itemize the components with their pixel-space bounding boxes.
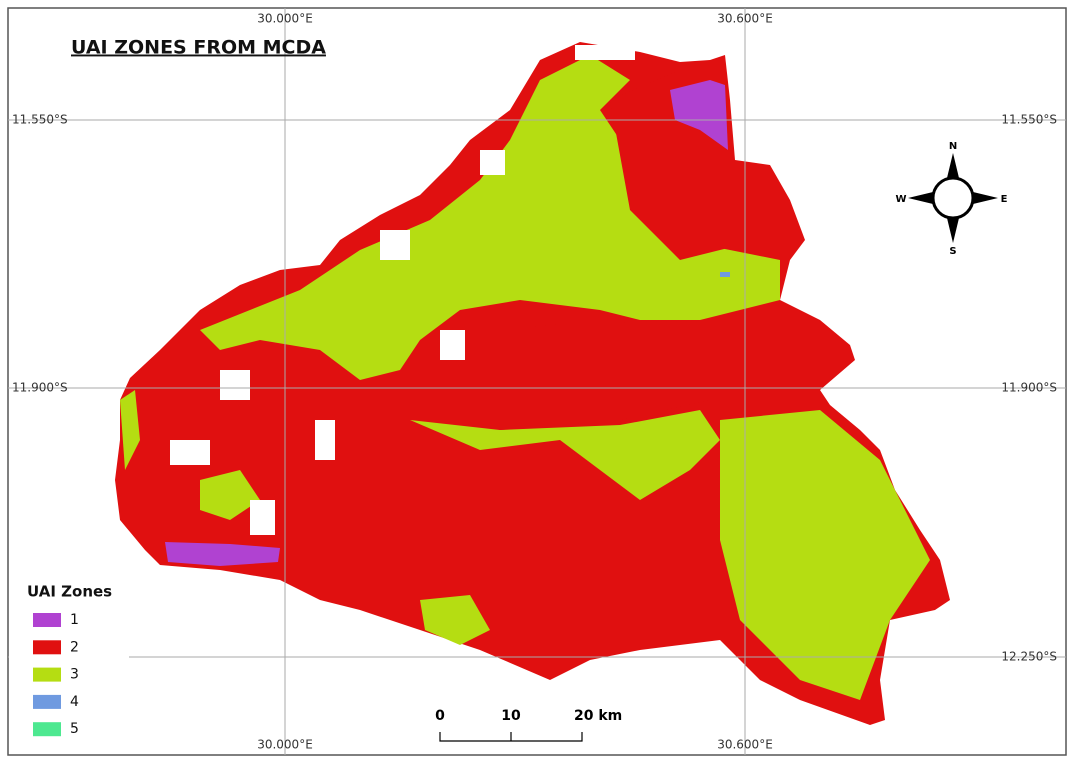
legend-label: 5 [70,721,79,737]
graticule-label: 30.000°E [257,12,313,26]
graticule-label: 12.250°S [1001,650,1057,664]
zone-1-area [165,542,280,566]
legend-swatch [33,667,61,682]
no-data [440,330,465,360]
scale-label: 10 [501,708,521,724]
zone-3-area [200,470,260,520]
zone-4-area [720,272,730,277]
zone-3-area [420,595,490,645]
graticule-label: 30.000°E [257,738,313,752]
graticule-label: 11.550°S [12,113,68,127]
legend-swatch [33,722,61,737]
compass-label: E [1001,194,1008,205]
north-arrow: N S W E [895,141,1007,257]
legend-swatch [33,694,61,709]
legend-label: 1 [70,612,79,628]
compass-label: W [895,194,906,205]
no-data [480,150,505,175]
no-data [170,440,210,465]
scale-label: 0 [435,708,445,724]
region [115,42,950,725]
compass-label: N [949,141,957,152]
no-data [380,230,410,260]
graticule-label: 30.600°E [717,12,773,26]
no-data [220,370,250,400]
zone-2-area [440,320,710,430]
legend-title: UAI Zones [27,583,112,601]
zone-3-area [120,390,140,470]
no-data [575,45,635,60]
compass-label: S [949,246,956,257]
map-title: UAI ZONES FROM MCDA [71,37,326,59]
legend-label: 3 [70,667,79,683]
scale-labels: 0 10 20 km [435,708,622,724]
legend: 1 2 3 4 5 [33,612,79,737]
zone-1-area [670,80,728,150]
zone-3-area [410,410,720,500]
zone-3-area [200,55,780,380]
legend-swatch [33,613,61,627]
no-data [315,420,335,460]
legend-swatch [33,640,61,655]
graticule-label: 30.600°E [717,738,773,752]
legend-label: 2 [70,639,79,655]
legend-label: 4 [70,694,79,710]
scale-bar [439,732,583,742]
graticule-label: 11.900°S [12,381,68,395]
graticule-label: 11.550°S [1001,113,1057,127]
graticule-label: 11.900°S [1001,381,1057,395]
zone-2-area [610,60,800,260]
no-data [250,500,275,535]
scale-label: 20 km [574,708,622,724]
legend-box [9,575,129,754]
graticule-labels: 30.000°E 30.600°E 30.000°E 30.600°E 11.550°S… [12,12,1057,752]
zone-3-area [720,410,930,700]
